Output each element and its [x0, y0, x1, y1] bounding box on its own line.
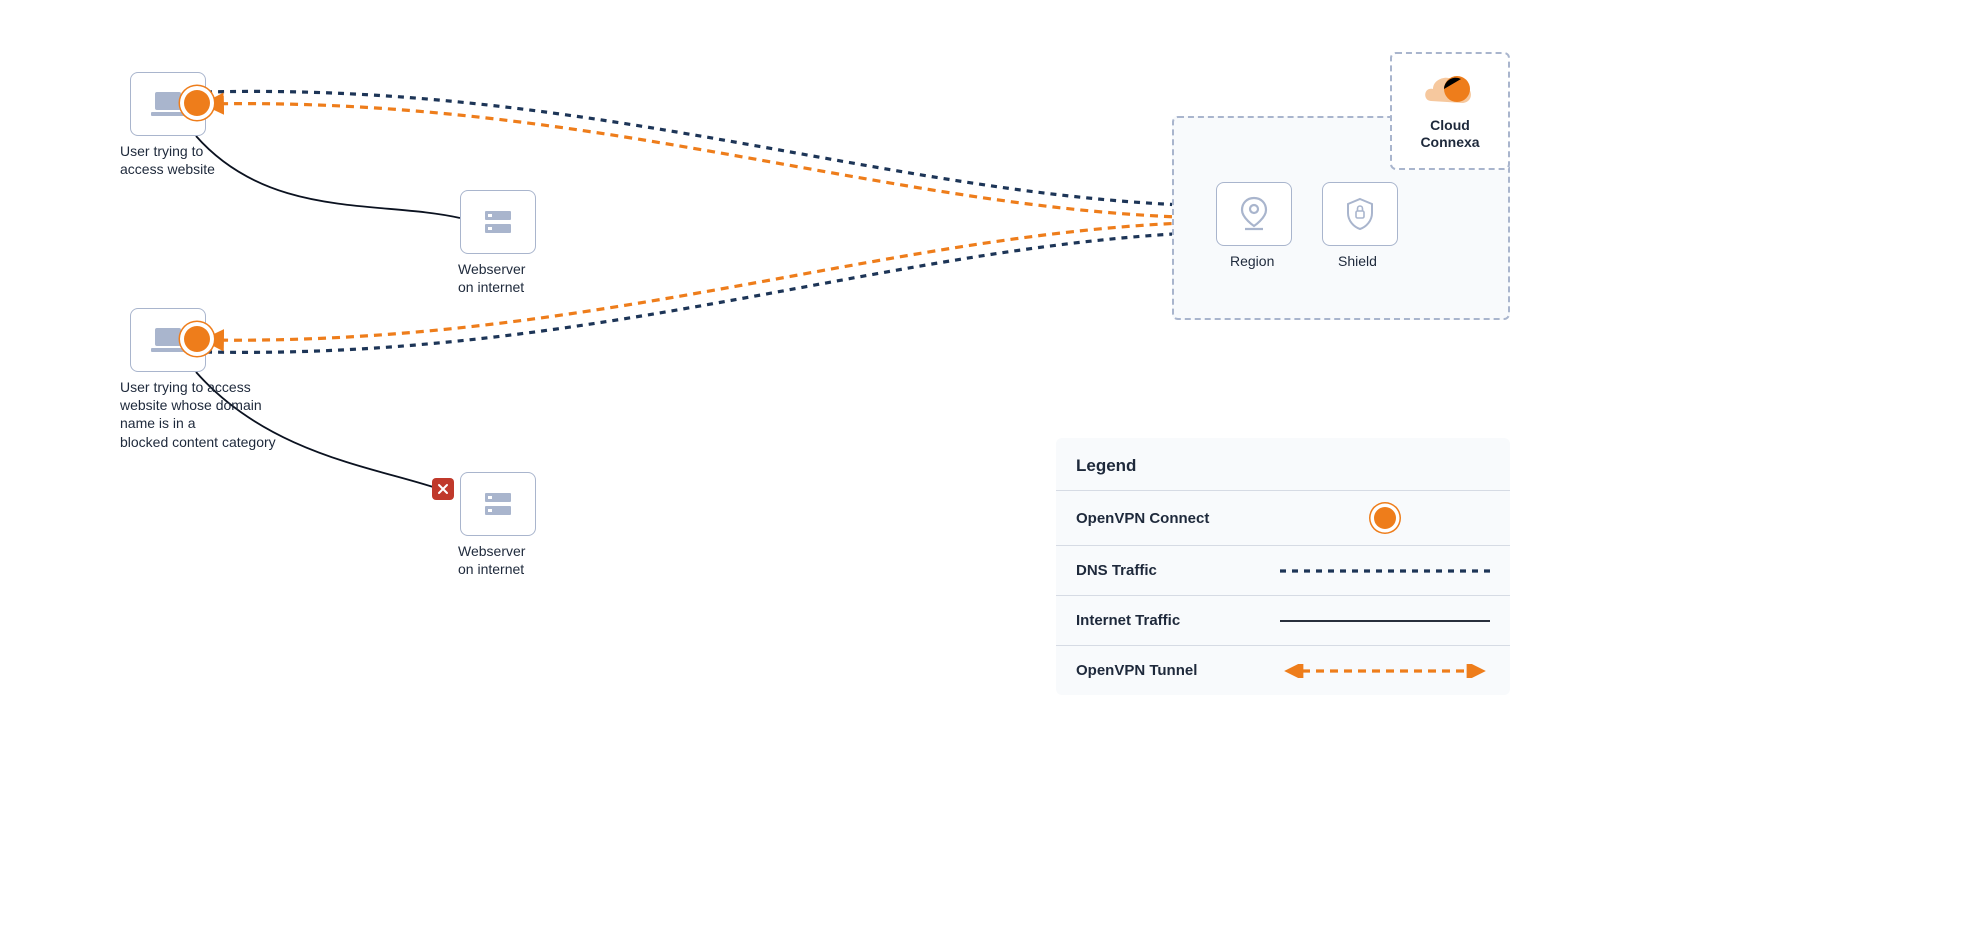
server-icon	[481, 487, 515, 521]
legend-label: DNS Traffic	[1076, 562, 1157, 579]
openvpn-dot-1	[184, 90, 210, 116]
diagram-canvas: User trying to access website User tryin…	[0, 0, 1980, 930]
cloud-connexa-logo	[1423, 71, 1477, 111]
connection-dns	[206, 232, 1216, 352]
label-region: Region	[1230, 252, 1274, 270]
node-region	[1216, 182, 1292, 246]
laptop-icon	[147, 324, 189, 356]
label-shield: Shield	[1338, 252, 1377, 270]
connections-layer	[0, 0, 1980, 930]
connection-tunnel	[206, 104, 1216, 218]
label-webserver-1: Webserver on internet	[458, 260, 525, 296]
openvpn-dot-2	[184, 326, 210, 352]
legend-swatch-dot	[1280, 507, 1490, 529]
laptop-icon	[147, 88, 189, 120]
legend-title: Legend	[1056, 438, 1510, 491]
node-webserver-2	[460, 472, 536, 536]
legend-label: OpenVPN Tunnel	[1076, 662, 1197, 679]
legend-row-dns: DNS Traffic	[1056, 546, 1510, 596]
legend-swatch-tunnel	[1280, 664, 1490, 678]
legend-row-solid: Internet Traffic	[1056, 596, 1510, 646]
x-icon	[437, 483, 449, 495]
brand-label: Cloud Connexa	[1420, 117, 1479, 151]
legend-swatch-dns	[1280, 568, 1490, 574]
blocked-x-badge	[432, 478, 454, 500]
legend-row-tunnel: OpenVPN Tunnel	[1056, 646, 1510, 695]
legend-panel: Legend OpenVPN Connect DNS Traffic Interne…	[1056, 438, 1510, 695]
node-shield	[1322, 182, 1398, 246]
label-webserver-2: Webserver on internet	[458, 542, 525, 578]
legend-label: Internet Traffic	[1076, 612, 1180, 629]
shield-icon	[1345, 197, 1375, 231]
connection-tunnel	[206, 222, 1216, 340]
label-user-1: User trying to access website	[120, 142, 215, 178]
connection-solid	[196, 136, 460, 218]
pin-icon	[1239, 196, 1269, 232]
label-user-2: User trying to access website whose doma…	[120, 378, 276, 451]
legend-swatch-solid	[1280, 619, 1490, 623]
legend-row-dot: OpenVPN Connect	[1056, 491, 1510, 546]
brand-panel: Cloud Connexa	[1390, 52, 1510, 170]
server-icon	[481, 205, 515, 239]
node-webserver-1	[460, 190, 536, 254]
legend-label: OpenVPN Connect	[1076, 510, 1209, 527]
connection-dns	[206, 91, 1216, 206]
